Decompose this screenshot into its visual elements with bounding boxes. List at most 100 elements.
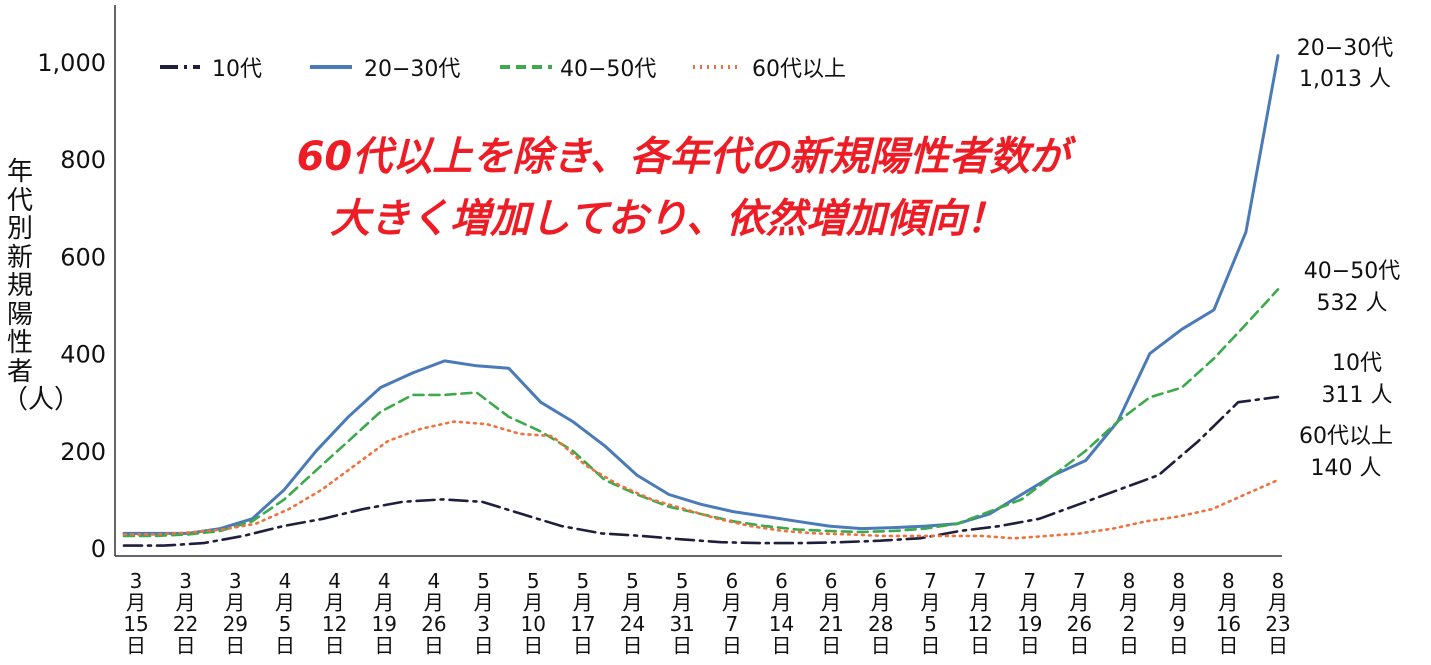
x-tick-label: 26 (421, 612, 446, 636)
x-tick-label: 月 (275, 591, 295, 615)
end-label-20-30s-name: 20−30代 (1297, 36, 1393, 61)
x-tick-label: 10 (520, 612, 545, 636)
series-line-0 (122, 395, 1280, 547)
y-tick-label: 1,000 (37, 49, 106, 77)
x-tick-label: 日 (722, 634, 742, 658)
x-tick-label: 月 (623, 591, 643, 615)
x-tick-label: 月 (722, 591, 742, 615)
x-tick-label: 22 (173, 612, 198, 636)
x-tick-label: 日 (325, 634, 345, 658)
x-tick-label: 12 (967, 612, 992, 636)
x-tick-label: 19 (372, 612, 397, 636)
legend-label-20-30s: 20−30代 (364, 57, 460, 82)
x-tick-label: 日 (970, 634, 990, 658)
x-tick-label: 日 (1020, 634, 1040, 658)
x-tick-label: 日 (1169, 634, 1189, 658)
x-tick-label: 月 (424, 591, 444, 615)
x-tick-label: 月 (1020, 591, 1040, 615)
x-tick-label: 日 (821, 634, 841, 658)
x-tick-label: 日 (523, 634, 543, 658)
x-tick-label: 28 (868, 612, 893, 636)
x-tick-label: 日 (1268, 634, 1288, 658)
x-tick-label: 8 (1222, 569, 1235, 593)
x-tick-label: 5 (577, 569, 590, 593)
x-tick-label: 4 (428, 569, 441, 593)
x-tick-label: 日 (1069, 634, 1089, 658)
end-labels: 20−30代 1,013 人 40−50代 532 人 10代 311 人 60… (1297, 36, 1400, 481)
x-tick-label: 日 (176, 634, 196, 658)
x-tick-label: 日 (871, 634, 891, 658)
x-tick-label: 日 (672, 634, 692, 658)
x-tick-label: 月 (672, 591, 692, 615)
annotation-line-1: 60代以上を除き、各年代の新規陽性者数が (297, 134, 1077, 180)
x-tick-label: 5 (924, 612, 937, 636)
x-tick-label: 7 (1023, 569, 1036, 593)
x-tick-label: 月 (1119, 591, 1139, 615)
y-tick-label: 0 (91, 535, 106, 563)
y-tick-label: 600 (60, 243, 106, 271)
x-tick-label: 4 (378, 569, 391, 593)
y-tick-labels: 0 200 400 600 800 1,000 (37, 49, 106, 563)
x-tick-label: 12 (322, 612, 347, 636)
y-tick-label: 200 (60, 438, 106, 466)
x-tick-label: 月 (225, 591, 245, 615)
x-tick-label: 7 (725, 612, 738, 636)
x-tick-label: 月 (1069, 591, 1089, 615)
x-tick-label: 月 (573, 591, 593, 615)
x-tick-label: 6 (874, 569, 887, 593)
series-lines (122, 54, 1280, 547)
x-tick-label: 16 (1216, 612, 1241, 636)
x-tick-label: 6 (725, 569, 738, 593)
end-label-10s-value: 311 人 (1322, 383, 1393, 408)
x-tick-label: 月 (126, 591, 146, 615)
x-tick-label: 14 (769, 612, 794, 636)
x-tick-label: 日 (275, 634, 295, 658)
x-tick-label: 日 (573, 634, 593, 658)
end-label-60plus-value: 140 人 (1311, 456, 1382, 481)
end-label-40-50s-name: 40−50代 (1304, 259, 1400, 284)
end-label-10s-name: 10代 (1332, 351, 1382, 376)
x-tick-label: 月 (176, 591, 196, 615)
x-tick-label: 月 (523, 591, 543, 615)
x-tick-label: 5 (477, 569, 490, 593)
y-tick-label: 400 (60, 341, 106, 369)
x-tick-label: 月 (474, 591, 494, 615)
x-tick-label: 日 (1119, 634, 1139, 658)
end-label-40-50s-value: 532 人 (1317, 291, 1388, 316)
series-line-1 (122, 54, 1280, 535)
x-tick-label: 15 (123, 612, 148, 636)
x-tick-label: 月 (970, 591, 990, 615)
x-tick-label: 3 (130, 569, 143, 593)
x-tick-label: 31 (669, 612, 694, 636)
x-tick-label: 29 (223, 612, 248, 636)
x-tick-label: 7 (924, 569, 937, 593)
x-tick-label: 8 (1123, 569, 1136, 593)
x-tick-label: 3 (179, 569, 192, 593)
x-tick-label: 8 (1172, 569, 1185, 593)
x-tick-label: 月 (325, 591, 345, 615)
legend-label-10s: 10代 (212, 57, 262, 82)
legend-label-60plus: 60代以上 (752, 57, 846, 82)
end-label-60plus-name: 60代以上 (1299, 424, 1393, 449)
x-tick-label: 月 (771, 591, 791, 615)
x-tick-label: 月 (1268, 591, 1288, 615)
x-tick-label: 日 (623, 634, 643, 658)
x-tick-label: 2 (1123, 612, 1136, 636)
x-tick-label: 4 (279, 569, 292, 593)
legend: 10代 20−30代 40−50代 60代以上 (160, 57, 846, 82)
legend-label-40-50s: 40−50代 (560, 57, 656, 82)
series-line-2 (122, 288, 1280, 538)
x-tick-label: 5 (626, 569, 639, 593)
series-line-3 (122, 420, 1280, 540)
x-tick-label: 日 (771, 634, 791, 658)
x-tick-label: 5 (527, 569, 540, 593)
x-tick-label: 26 (1067, 612, 1092, 636)
end-label-20-30s-value: 1,013 人 (1299, 67, 1391, 92)
x-tick-label: 17 (570, 612, 595, 636)
x-tick-label: 月 (1169, 591, 1189, 615)
x-tick-label: 月 (1218, 591, 1238, 615)
x-tick-label: 日 (374, 634, 394, 658)
x-tick-label: 7 (974, 569, 987, 593)
x-tick-label: 日 (474, 634, 494, 658)
